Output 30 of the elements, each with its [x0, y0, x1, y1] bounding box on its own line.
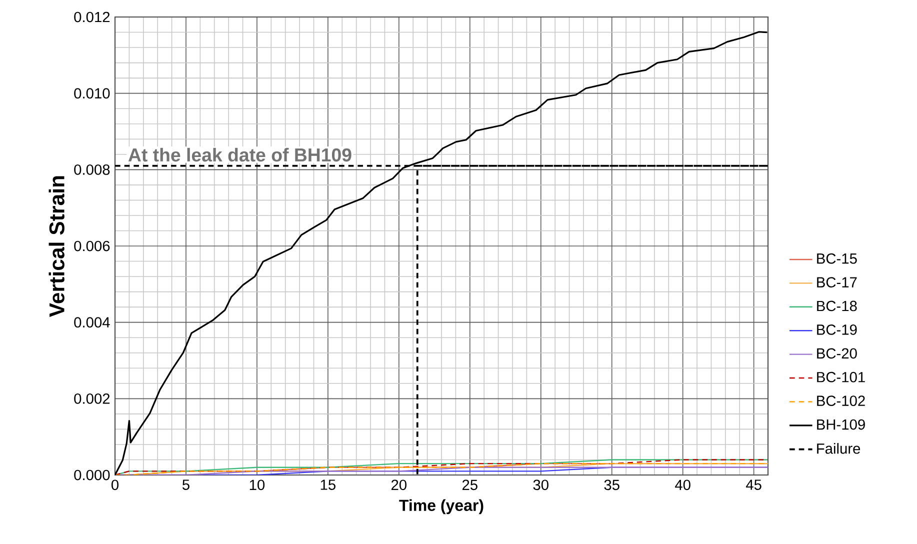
legend-label: BC-15 — [817, 253, 857, 264]
x-tick-label: 45 — [746, 480, 762, 490]
y-tick-label: 0.010 — [74, 88, 110, 99]
legend-label: BH-109 — [817, 419, 865, 430]
legend-label: BC-19 — [817, 324, 857, 335]
x-tick-label: 10 — [250, 480, 265, 490]
legend-label: Failure — [817, 443, 860, 454]
x-tick-label: 40 — [675, 480, 690, 490]
legend-label: BC-101 — [817, 372, 865, 382]
legend-label: BC-17 — [817, 277, 857, 288]
x-tick-label: 30 — [533, 480, 548, 490]
y-tick-label: 0.012 — [74, 12, 110, 22]
line-series — [115, 31, 768, 475]
y-axis-title: Vertical Strain — [48, 176, 64, 317]
y-tick-label: 0.000 — [74, 470, 110, 480]
x-tick-label: 20 — [391, 480, 406, 490]
x-tick-label: 15 — [320, 480, 336, 490]
legend-label: BC-18 — [817, 300, 857, 312]
legend-label: BC-20 — [817, 348, 857, 359]
y-tick-label: 0.008 — [74, 164, 110, 175]
annotation: At the leak date of BH109 — [128, 148, 352, 162]
x-axis-title: Time (year) — [399, 499, 484, 514]
x-tick-label: 5 — [182, 480, 190, 490]
y-tick-label: 0.006 — [74, 240, 110, 252]
legend-label: BC-102 — [817, 396, 865, 406]
y-tick-label: 0.004 — [74, 317, 110, 328]
x-tick-label: 35 — [604, 480, 620, 490]
x-tick-label: 0 — [111, 480, 118, 490]
x-tick-label: 25 — [462, 480, 478, 490]
y-tick-label: 0.002 — [74, 393, 110, 404]
